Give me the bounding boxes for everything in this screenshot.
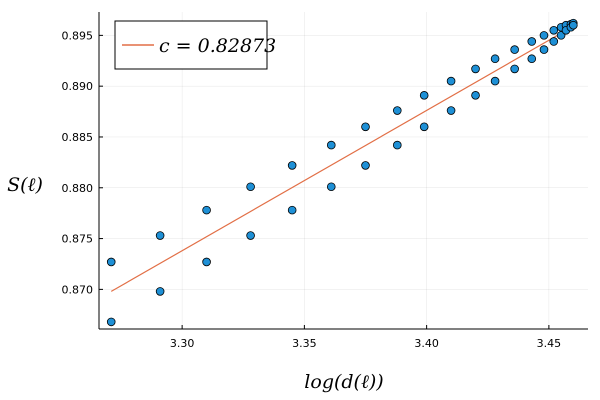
data-point	[361, 122, 370, 132]
ticks: 3.30 3.35 3.40 3.45 0.870 0.875 0.880 0.885 0.89…	[62, 29, 562, 350]
data-point	[106, 257, 116, 267]
data-point	[471, 91, 480, 100]
y-tick-label: 0.895	[62, 29, 94, 42]
data-point	[549, 25, 559, 35]
x-tick-label: 3.35	[292, 337, 317, 350]
data-point	[202, 257, 211, 267]
y-axis-label: S(ℓ)	[7, 174, 43, 196]
data-point	[446, 76, 456, 86]
fit-line	[110, 25, 574, 292]
data-point	[539, 45, 549, 54]
data-point	[471, 64, 480, 74]
y-tick-label: 0.885	[62, 131, 94, 144]
y-tick-label: 0.880	[62, 182, 94, 195]
axes	[98, 12, 588, 330]
x-tick-label: 3.40	[414, 337, 439, 350]
data-point	[510, 64, 519, 74]
data-point	[527, 37, 537, 46]
data-point	[419, 91, 429, 100]
data-point	[490, 76, 500, 86]
data-point	[392, 106, 402, 115]
x-tick-label: 3.45	[537, 337, 562, 350]
data-point	[246, 231, 255, 240]
data-point	[155, 231, 165, 240]
x-axis-label: log(d(ℓ))	[304, 371, 383, 393]
y-tick-label: 0.890	[62, 80, 94, 93]
data-point	[326, 140, 336, 150]
fit-line-layer	[110, 25, 574, 292]
legend-entry-label: c = 0.82873	[159, 35, 276, 57]
y-tick-label: 0.870	[62, 283, 94, 296]
data-point	[539, 31, 549, 40]
data-point	[287, 161, 297, 170]
data-point	[510, 45, 519, 54]
data-point	[490, 54, 500, 64]
data-points	[106, 18, 578, 327]
y-tick-label: 0.875	[62, 233, 94, 246]
data-point	[392, 140, 402, 150]
data-point	[569, 20, 578, 30]
data-point	[419, 122, 429, 132]
data-point	[446, 106, 456, 115]
data-point	[155, 287, 165, 296]
x-tick-label: 3.30	[170, 337, 195, 350]
data-point	[549, 37, 559, 46]
data-point	[106, 317, 116, 327]
grid	[99, 12, 588, 329]
data-point	[326, 182, 336, 192]
data-point	[527, 54, 537, 64]
data-point	[287, 205, 297, 215]
data-point	[361, 161, 370, 170]
data-point	[246, 182, 255, 192]
legend: c = 0.82873	[114, 20, 276, 70]
data-point	[202, 205, 211, 215]
